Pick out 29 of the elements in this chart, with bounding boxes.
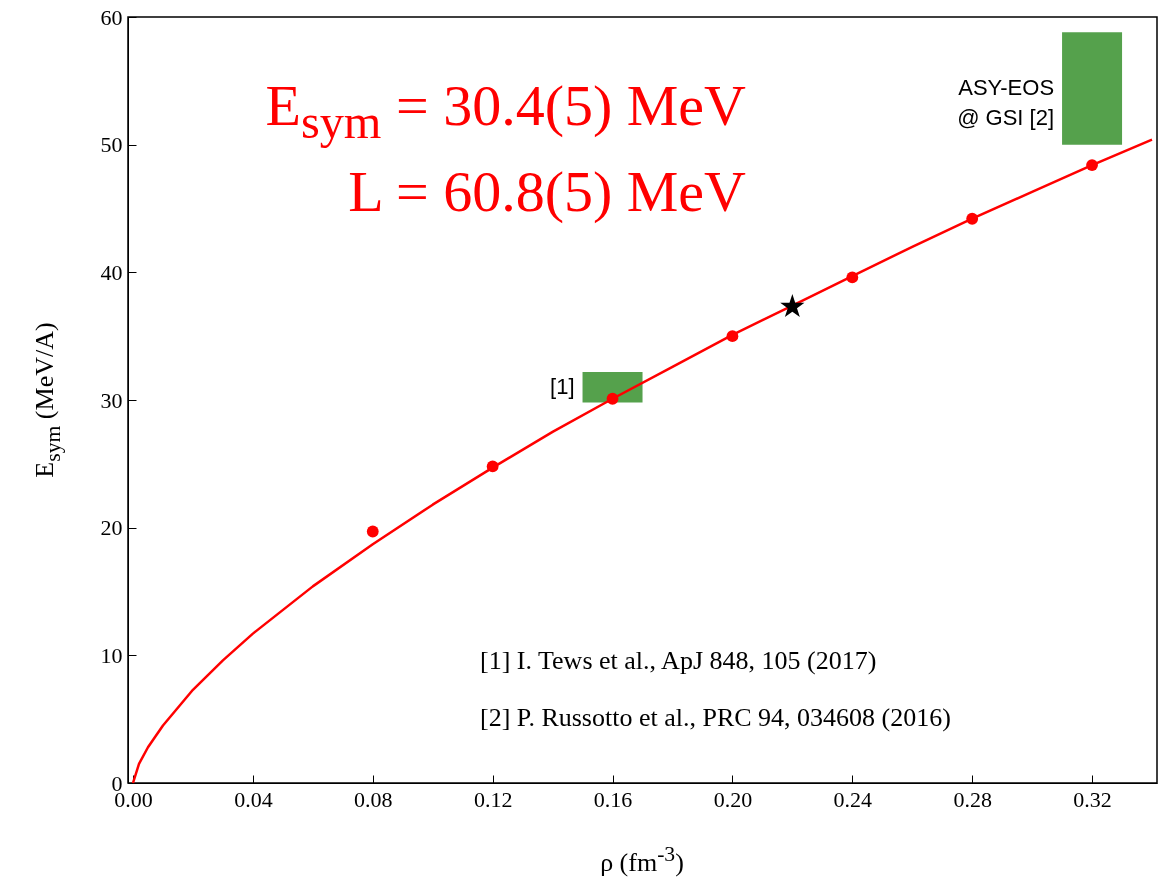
x-axis-title: ρ (fm$^{-3}$) <box>600 842 684 878</box>
y-tick-label: 10 <box>100 642 123 668</box>
y-tick-label: 40 <box>100 259 123 285</box>
series-label: [1] <box>550 374 575 400</box>
y-tick-label: 30 <box>100 387 123 413</box>
point <box>606 392 619 405</box>
y-tick-label: 50 <box>100 132 123 158</box>
point <box>780 294 805 318</box>
y-tick-label: 60 <box>100 4 123 30</box>
annotation: [2] P. Russotto et al., PRC 94, 034608 (2016) <box>480 703 951 733</box>
series-label: ASY-EOS @ GSI [2] <box>957 75 1055 131</box>
x-tick-label: 0.04 <box>234 786 273 812</box>
x-tick-label: 0.24 <box>833 786 873 812</box>
annotation: L = 60.8(5) MeV <box>348 158 746 225</box>
x-tick-label: 0.28 <box>953 786 992 812</box>
point <box>486 460 499 473</box>
point <box>726 330 739 343</box>
annotation: E$_{sym}$ = 30.4(5) MeV <box>265 72 746 149</box>
point <box>366 525 379 538</box>
x-tick-label: 0.12 <box>473 786 513 812</box>
x-tick-label: 0.20 <box>713 786 753 812</box>
point <box>966 212 979 225</box>
x-tick-label: 0.08 <box>354 786 393 812</box>
annotation: [1] I. Tews et al., ApJ 848, 105 (2017) <box>480 646 877 676</box>
point <box>1086 159 1098 171</box>
point <box>846 271 859 284</box>
x-tick-label: 0.16 <box>593 786 633 812</box>
y-tick-label: 20 <box>100 515 123 541</box>
x-tick-label: 0.32 <box>1073 786 1112 812</box>
